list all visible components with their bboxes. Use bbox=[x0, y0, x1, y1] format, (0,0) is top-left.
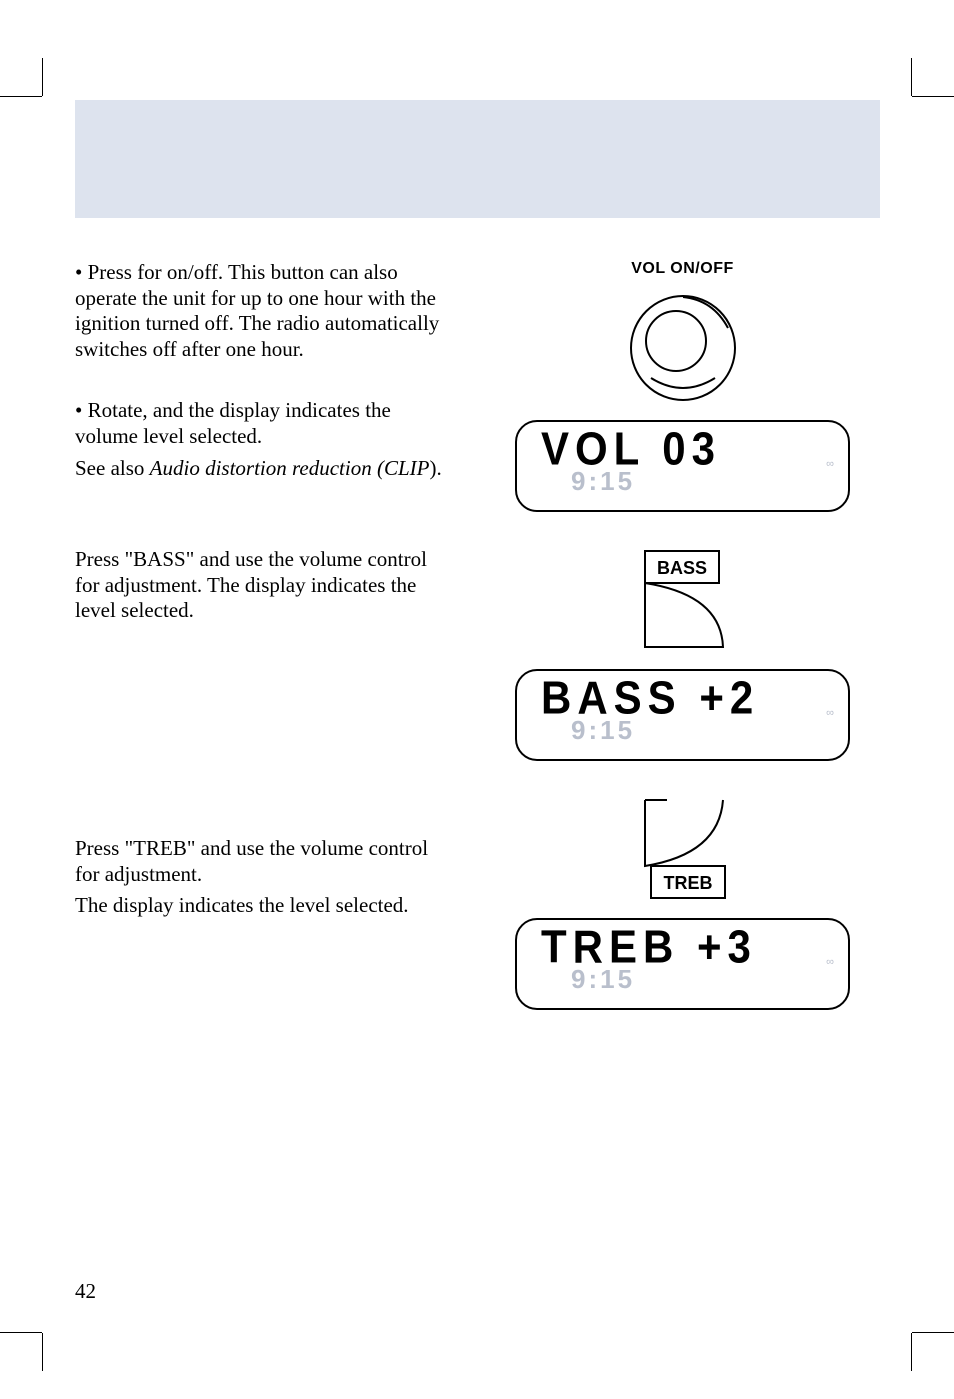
page-content: • Press for on/off. This button can also… bbox=[75, 260, 880, 1020]
crop-mark bbox=[42, 1333, 43, 1371]
lcd-dolby-icon: ∞ bbox=[826, 458, 834, 470]
crop-mark bbox=[911, 58, 912, 96]
lcd-main-text: BASS +2 bbox=[541, 675, 830, 721]
lcd-bass: BASS +2 9:15 ∞ bbox=[515, 669, 850, 761]
crop-mark bbox=[912, 1332, 954, 1333]
bass-button-icon: BASS bbox=[623, 547, 743, 657]
lcd-treble: TREB +3 9:15 ∞ bbox=[515, 918, 850, 1010]
knob-label: VOL ON/OFF bbox=[631, 260, 733, 278]
lcd-dolby-icon: ∞ bbox=[826, 707, 834, 719]
header-band bbox=[75, 100, 880, 218]
treb-btn-label: TREB bbox=[663, 873, 712, 893]
treb-button-icon: TREB bbox=[623, 796, 743, 906]
crop-mark bbox=[912, 96, 954, 97]
text-run: See also bbox=[75, 456, 150, 480]
lcd-dolby-icon: ∞ bbox=[826, 956, 834, 968]
crop-mark bbox=[911, 1333, 912, 1371]
onoff-paragraph: • Press for on/off. This button can also… bbox=[75, 260, 455, 362]
figure-volume: VOL ON/OFF VOL 03 9:15 ∞ bbox=[485, 260, 880, 512]
volume-paragraph-1: • Rotate, and the display indicates the … bbox=[75, 398, 455, 449]
page-number: 42 bbox=[75, 1279, 96, 1304]
text-run: ). bbox=[429, 456, 441, 480]
crop-mark bbox=[42, 58, 43, 96]
bass-btn-label: BASS bbox=[656, 558, 706, 578]
lcd-main-text: TREB +3 bbox=[541, 924, 830, 970]
volume-paragraph-2: See also Audio distortion reduction (CLI… bbox=[75, 456, 455, 482]
bass-paragraph: Press "BASS" and use the volume control … bbox=[75, 547, 455, 624]
lcd-main-text: VOL 03 bbox=[541, 426, 830, 472]
text-run-italic: Audio distortion reduction (CLIP bbox=[150, 456, 430, 480]
volume-knob-icon bbox=[623, 288, 743, 408]
crop-mark bbox=[0, 1332, 42, 1333]
text-block-bass: Press "BASS" and use the volume control … bbox=[75, 547, 455, 630]
figure-treble: TREB TREB +3 9:15 ∞ bbox=[485, 796, 880, 1010]
text-block-onoff-volume: • Press for on/off. This button can also… bbox=[75, 260, 455, 487]
treble-paragraph-2: The display indicates the level selected… bbox=[75, 893, 455, 919]
lcd-volume: VOL 03 9:15 ∞ bbox=[515, 420, 850, 512]
text-block-treble: Press "TREB" and use the volume control … bbox=[75, 796, 455, 925]
figure-bass: BASS BASS +2 9:15 ∞ bbox=[485, 547, 880, 761]
crop-mark bbox=[0, 96, 42, 97]
treble-paragraph-1: Press "TREB" and use the volume control … bbox=[75, 836, 455, 887]
